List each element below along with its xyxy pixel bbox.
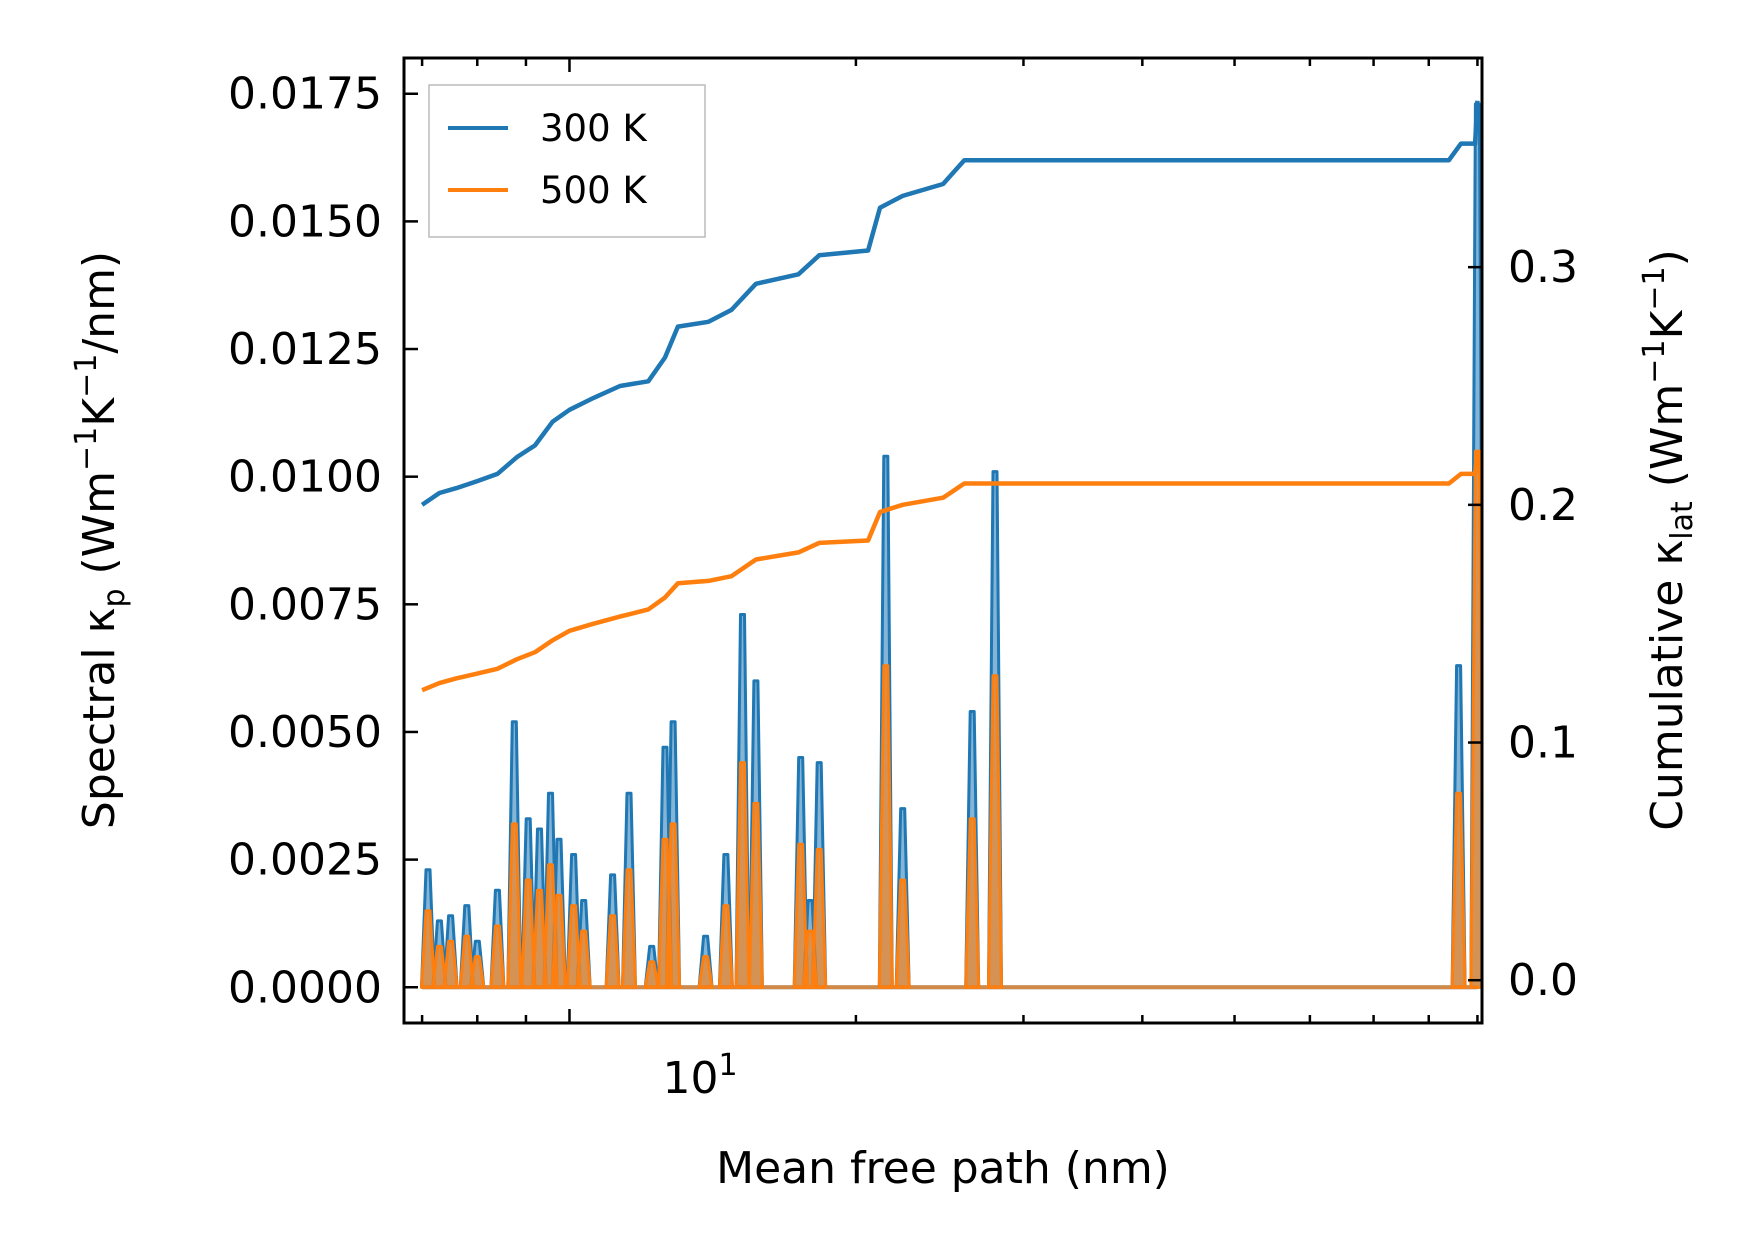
left-y-tick-label: 0.0100 <box>228 452 382 503</box>
right-y-tick-label: 0.0 <box>1508 955 1578 1006</box>
cumulative-line-300k <box>420 100 1480 507</box>
legend-box <box>428 84 706 238</box>
spectral-series-500k <box>420 449 1482 990</box>
left-y-tick-label: 0.0150 <box>228 196 382 247</box>
plot-data-layer <box>420 100 1482 990</box>
left-y-axis-title: Spectral κp (Wm−1K−1/nm) <box>69 251 132 829</box>
legend: 300 K 500 K <box>428 84 706 238</box>
legend-label-500k: 500 K <box>540 169 648 212</box>
left-y-tick-label: 0.0000 <box>228 962 382 1013</box>
right-y-tick-label: 0.3 <box>1508 242 1578 293</box>
right-y-tick-label: 0.1 <box>1508 718 1578 769</box>
left-y-tick-label: 0.0025 <box>228 835 382 886</box>
plot-frame <box>402 56 1484 1025</box>
x-tick-label-10: 101 <box>662 1048 737 1104</box>
right-y-tick-label: 0.2 <box>1508 480 1578 531</box>
cumulative-line-500k <box>421 449 1480 693</box>
left-y-tick-label: 0.0125 <box>228 324 382 375</box>
left-y-tick-label: 0.0075 <box>228 579 382 630</box>
left-y-tick-label: 0.0175 <box>228 69 382 120</box>
left-y-tick-label: 0.0050 <box>228 707 382 758</box>
legend-label-300k: 300 K <box>540 107 648 150</box>
x-axis-title: Mean free path (nm) <box>716 1143 1170 1194</box>
right-y-axis-title: Cumulative κlat (Wm−1K−1) <box>1637 249 1700 831</box>
